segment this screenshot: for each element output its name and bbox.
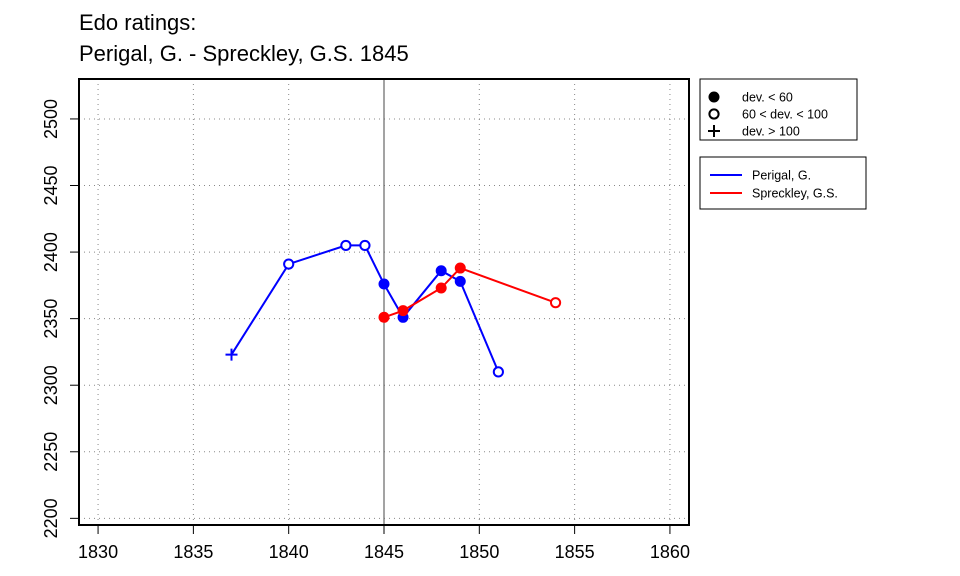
data-point-open	[359, 239, 371, 252]
series-legend-box	[699, 156, 867, 210]
y-tick-label: 2250	[41, 432, 61, 472]
series-legend-label: Perigal, G.	[752, 169, 811, 183]
data-point-filled	[454, 275, 466, 287]
data-point-filled	[435, 282, 447, 294]
y-tick-label: 2400	[41, 232, 61, 272]
x-tick-label: 1860	[650, 542, 690, 562]
chart-title-line-2: Perigal, G. - Spreckley, G.S. 1845	[79, 41, 409, 66]
symbol-legend-label: dev. > 100	[742, 125, 800, 139]
data-point-open	[283, 258, 295, 270]
data-point-open	[340, 239, 352, 252]
y-tick-label: 2200	[41, 498, 61, 538]
y-tick-label: 2300	[41, 365, 61, 405]
symbol-legend-label: dev. < 60	[742, 91, 793, 105]
y-tick-label: 2450	[41, 165, 61, 205]
chart-title-line-1: Edo ratings:	[79, 10, 196, 35]
data-point-filled	[708, 91, 720, 103]
series-spreckley-g-s	[378, 262, 562, 323]
x-tick-label: 1850	[459, 542, 499, 562]
data-point-filled	[378, 311, 390, 323]
data-point-filled	[397, 305, 409, 317]
series-legend-label: Spreckley, G.S.	[752, 187, 838, 201]
y-tick-label: 2500	[41, 99, 61, 139]
data-point-filled	[378, 278, 390, 290]
y-axis: 2200 2250 2300 2350 2400 2450 2500	[41, 99, 78, 538]
data-point-filled	[435, 265, 447, 277]
x-tick-label: 1855	[555, 542, 595, 562]
x-axis: 1830 1835 1840 1845 1850 1855 1860	[78, 526, 690, 562]
series-legend: Perigal, G. Spreckley, G.S.	[699, 156, 867, 210]
data-point-filled	[454, 262, 466, 274]
data-point-open	[708, 108, 720, 120]
symbol-legend-label: 60 < dev. < 100	[742, 108, 828, 122]
y-tick-label: 2350	[41, 299, 61, 339]
x-tick-label: 1845	[364, 542, 404, 562]
series-group	[225, 239, 562, 378]
data-point-open	[492, 366, 504, 378]
data-point-plus	[225, 348, 238, 361]
x-tick-label: 1835	[173, 542, 213, 562]
symbol-legend-box	[699, 78, 858, 141]
symbol-legend: dev. < 60 60 < dev. < 100 dev. > 100	[699, 78, 858, 141]
x-tick-label: 1830	[78, 542, 118, 562]
data-point-plus	[708, 125, 720, 137]
x-tick-label: 1840	[269, 542, 309, 562]
data-point-open	[549, 297, 562, 309]
series-perigal-g	[225, 239, 504, 378]
plot-frame	[78, 78, 690, 526]
